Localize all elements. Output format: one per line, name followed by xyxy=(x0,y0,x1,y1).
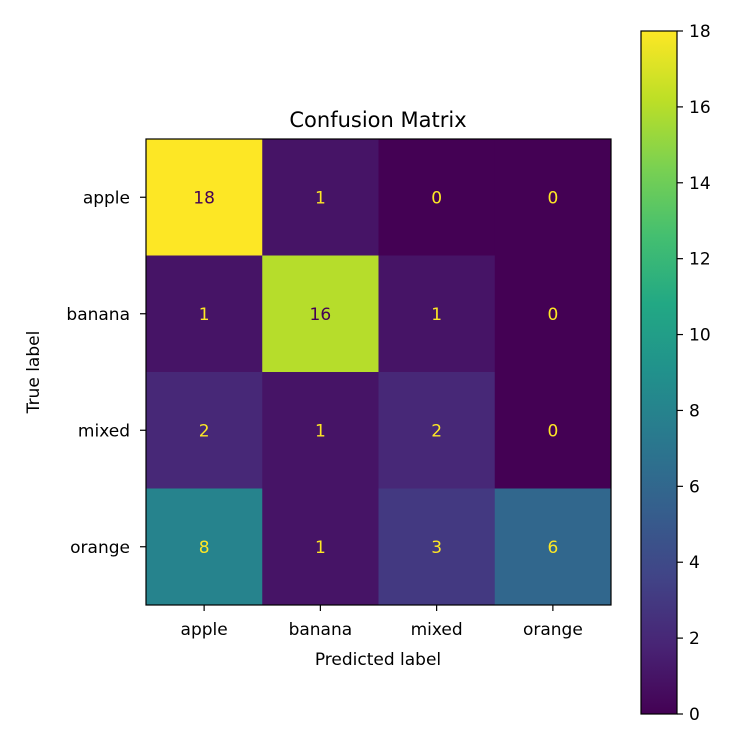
colorbar-tick-label: 4 xyxy=(689,553,700,573)
x-tick-label: mixed xyxy=(411,620,463,640)
y-tick-label: mixed xyxy=(78,421,130,441)
colorbar-frame xyxy=(640,30,678,715)
cell-value-label: 2 xyxy=(199,421,210,441)
x-axis-title: Predicted label xyxy=(315,650,441,670)
heatmap-cell xyxy=(494,255,612,373)
cell-value-label: 0 xyxy=(547,305,558,325)
heatmap-cell xyxy=(262,372,379,489)
y-tick-label: orange xyxy=(70,538,130,558)
heatmap-cells xyxy=(146,139,612,606)
cell-value-label: 2 xyxy=(431,421,442,441)
heatmap-cell xyxy=(378,139,496,256)
colorbar-tick-label: 18 xyxy=(689,22,711,42)
cell-value-label: 0 xyxy=(547,421,558,441)
cell-value-label: 1 xyxy=(431,305,442,325)
cell-value-label: 3 xyxy=(431,538,442,558)
cell-value-labels: 18 1 0 0 1 16 1 0 2 1 2 0 8 1 3 6 xyxy=(193,188,558,558)
y-axis-ticks: apple banana mixed orange xyxy=(66,188,146,558)
colorbar-tick-label: 10 xyxy=(689,326,711,346)
x-tick-label: apple xyxy=(181,620,228,640)
heatmap-cell xyxy=(262,255,379,373)
cell-value-label: 18 xyxy=(193,188,215,208)
cell-value-label: 0 xyxy=(431,188,442,208)
colorbar-ticks: 0 2 4 6 8 10 12 14 16 18 xyxy=(677,22,711,725)
y-tick-label: apple xyxy=(83,188,130,208)
heatmap-cell xyxy=(146,255,263,373)
heatmap-cell xyxy=(146,139,263,256)
colorbar-tick-label: 0 xyxy=(689,705,700,725)
cell-value-label: 16 xyxy=(310,305,332,325)
colorbar xyxy=(641,31,677,714)
heatmap-cell xyxy=(378,255,496,373)
heatmap-cell xyxy=(494,139,612,256)
cell-value-label: 8 xyxy=(199,538,210,558)
colorbar-tick-label: 6 xyxy=(689,477,700,497)
colorbar-tick-label: 12 xyxy=(689,250,711,270)
cell-value-label: 6 xyxy=(547,538,558,558)
heatmap-cell xyxy=(494,488,612,606)
cell-value-label: 1 xyxy=(199,305,210,325)
heatmap-cell xyxy=(262,488,379,606)
plot-frame xyxy=(145,138,612,606)
colorbar-tick-label: 2 xyxy=(689,629,700,649)
heatmap-cell xyxy=(378,372,496,489)
heatmap-cell xyxy=(378,488,496,606)
cell-value-label: 1 xyxy=(315,421,326,441)
colorbar-tick-label: 16 xyxy=(689,98,711,118)
cell-value-label: 1 xyxy=(315,538,326,558)
heatmap-cell xyxy=(494,372,612,489)
heatmap-cell xyxy=(146,488,263,606)
cell-value-label: 1 xyxy=(315,188,326,208)
cell-value-label: 0 xyxy=(547,188,558,208)
chart-title: Confusion Matrix xyxy=(289,108,466,132)
x-tick-label: banana xyxy=(289,620,353,640)
x-axis-ticks: apple banana mixed orange xyxy=(181,605,583,640)
y-axis-title: True label xyxy=(24,331,44,415)
y-tick-label: banana xyxy=(66,305,130,325)
heatmap-cell xyxy=(262,139,379,256)
heatmap-cell xyxy=(146,372,263,489)
x-tick-label: orange xyxy=(523,620,583,640)
colorbar-tick-label: 14 xyxy=(689,174,711,194)
colorbar-tick-label: 8 xyxy=(689,401,700,421)
